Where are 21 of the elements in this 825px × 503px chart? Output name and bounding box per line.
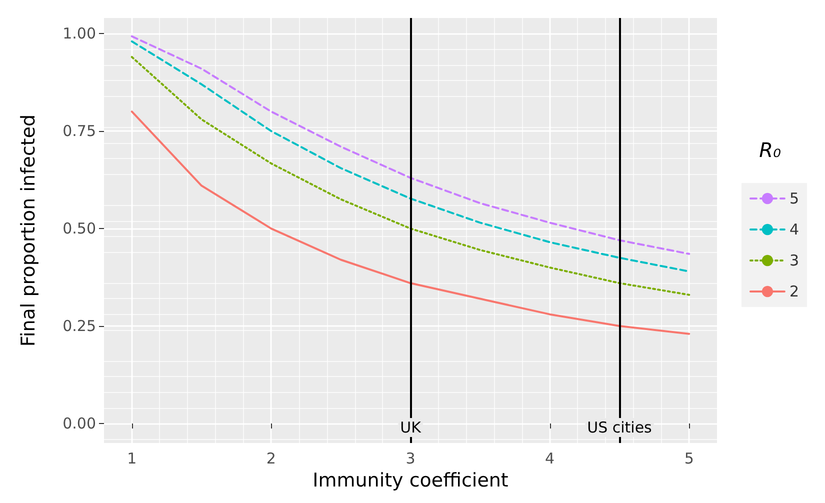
legend-label: 5	[789, 190, 800, 208]
y-tick-label: 0.25	[62, 317, 96, 336]
x-tick-label: 1	[127, 450, 137, 468]
legend-label: 2	[789, 282, 800, 300]
ref-line-label: US cities	[587, 418, 652, 436]
line-series	[130, 110, 690, 335]
y-tick-label: 0.75	[62, 122, 96, 140]
line-series	[130, 56, 690, 296]
ref-line-label: UK	[400, 418, 422, 436]
legend-title: R₀	[759, 138, 782, 162]
x-tick-label: 5	[684, 450, 694, 468]
y-axis-title: Final proportion infected	[18, 114, 40, 347]
x-axis-title: Immunity coefficient	[312, 470, 508, 492]
x-tick-label: 4	[545, 450, 555, 468]
x-tick-label: 3	[406, 450, 416, 468]
y-tick-label: 0.50	[62, 220, 96, 238]
y-tick-label: 0.00	[62, 414, 96, 433]
x-tick-label: 2	[266, 450, 276, 468]
legend-label: 3	[789, 252, 800, 270]
y-tick-label: 1.00	[62, 24, 96, 43]
legend-label: 4	[789, 220, 800, 238]
